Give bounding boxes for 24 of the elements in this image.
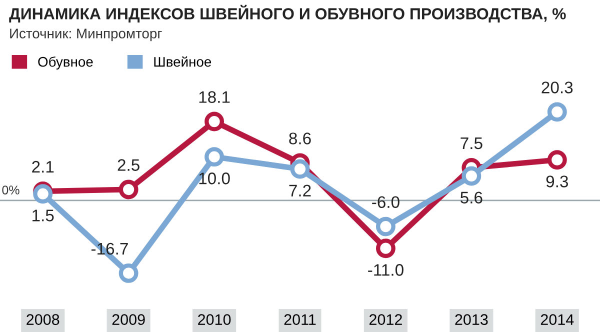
data-label: 18.1: [199, 91, 230, 103]
legend-label: Обувное: [38, 56, 93, 70]
x-tick-label: 2011: [284, 314, 316, 325]
data-label: 2.5: [118, 159, 140, 171]
x-tick-label: 2010: [198, 314, 231, 325]
x-tick-label: 2013: [455, 314, 488, 325]
data-label: -6.0: [372, 196, 400, 208]
legend-label: Швейное: [154, 56, 212, 67]
data-label: 5.6: [460, 192, 482, 204]
data-label: 7.5: [460, 138, 482, 150]
x-tick-label: 2008: [26, 314, 60, 325]
x-tick-label: 2009: [112, 314, 145, 325]
data-label: 20.3: [542, 82, 573, 94]
data-label: 8.6: [289, 132, 311, 144]
chart-title: ДИНАМИКА ИНДЕКСОВ ШВЕЙНОГО И ОБУВНОГО ПРОИЗВОДСТВА, %: [9, 4, 566, 22]
chart-subtitle: Источник: Минпромторг: [10, 28, 162, 42]
x-tick-label: 2012: [369, 314, 402, 325]
data-label: 7.2: [289, 184, 311, 196]
x-tick-label: 2014: [540, 314, 574, 325]
data-label: 9.3: [546, 176, 568, 188]
data-label: 2.1: [32, 160, 54, 173]
data-label: -11.0: [368, 264, 404, 276]
ref-line-label: 0%: [2, 186, 20, 194]
data-label: 1.5: [32, 210, 54, 222]
